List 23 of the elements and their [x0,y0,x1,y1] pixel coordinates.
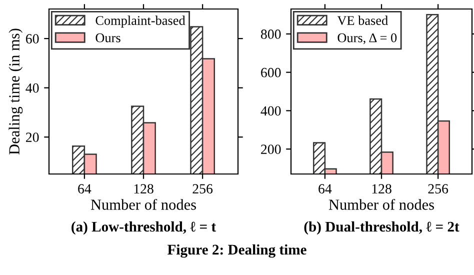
x-axis-title: Number of nodes [90,198,196,210]
x-tick-label: 128 [372,184,392,194]
y-tick-label: 60 [26,34,39,44]
x-tick-label: 64 [318,184,332,194]
legend-label: VE based [337,16,388,26]
x-axis-title: Number of nodes [328,198,434,210]
caption: Figure 2: Dealing time [168,244,306,258]
legend-label: Ours [96,33,120,42]
text: (a) Low-threshold, ℓ = t [72,221,216,235]
x-tick-label: 256 [192,184,213,194]
legend-label: Complaint-based [96,16,186,28]
x-tick-label: 64 [78,184,92,194]
y-tick-label: 40 [26,83,39,93]
y-axis-title: Dealing time (in ms) [8,28,23,154]
y-tick-label: 200 [261,144,281,154]
y-tick-label: 800 [260,30,281,39]
x-tick-label: 128 [134,184,154,194]
text: (b) Dual-threshold, ℓ = 2t [304,221,460,235]
legend-label: Ours, Δ = 0 [338,33,397,44]
y-tick-label: 600 [261,68,281,78]
x-tick-label: 256 [428,184,448,194]
y-tick-label: 20 [26,132,39,142]
y-tick-label: 400 [260,106,281,116]
